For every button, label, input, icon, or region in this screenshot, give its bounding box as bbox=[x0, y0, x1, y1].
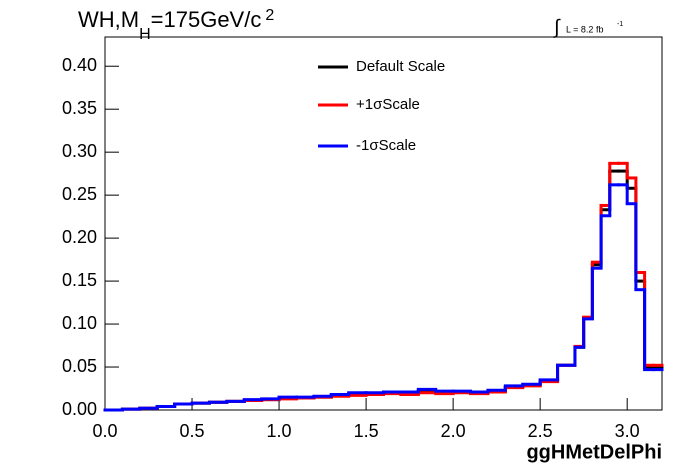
y-tick-label: 0.35 bbox=[62, 98, 97, 118]
y-tick-label: 0.10 bbox=[62, 313, 97, 333]
y-tick-label: 0.00 bbox=[62, 399, 97, 419]
lumi-integral: ∫ bbox=[553, 16, 561, 38]
x-axis-label: ggHMetDelPhi bbox=[526, 441, 662, 463]
x-tick-label: 0.5 bbox=[180, 421, 205, 441]
chart-title: WH,MH=175GeV/c 2 bbox=[78, 7, 274, 43]
lumi-text: L = 8.2 fb bbox=[566, 24, 603, 34]
title-main: WH,M bbox=[78, 7, 139, 32]
legend-label: +1σScale bbox=[356, 96, 420, 113]
title-rest: =175GeV/c bbox=[151, 7, 262, 32]
y-tick-label: 0.15 bbox=[62, 270, 97, 290]
y-tick-label: 0.30 bbox=[62, 141, 97, 161]
title-subscript: H bbox=[139, 26, 151, 43]
x-tick-label: 1.0 bbox=[267, 421, 292, 441]
legend-label: Default Scale bbox=[356, 58, 445, 75]
legend-label: -1σScale bbox=[356, 137, 416, 154]
y-tick-label: 0.40 bbox=[62, 55, 97, 75]
y-tick-label: 0.20 bbox=[62, 227, 97, 247]
y-tick-label: 0.05 bbox=[62, 356, 97, 376]
plot-frame bbox=[104, 36, 663, 411]
x-tick-label: 1.5 bbox=[354, 421, 379, 441]
y-tick-label: 0.25 bbox=[62, 184, 97, 204]
x-tick-label: 0.0 bbox=[92, 421, 117, 441]
x-tick-label: 3.0 bbox=[615, 421, 640, 441]
lumi-exponent: -1 bbox=[617, 21, 623, 28]
x-tick-label: 2.5 bbox=[528, 421, 553, 441]
x-tick-label: 2.0 bbox=[441, 421, 466, 441]
title-superscript: 2 bbox=[265, 7, 274, 24]
